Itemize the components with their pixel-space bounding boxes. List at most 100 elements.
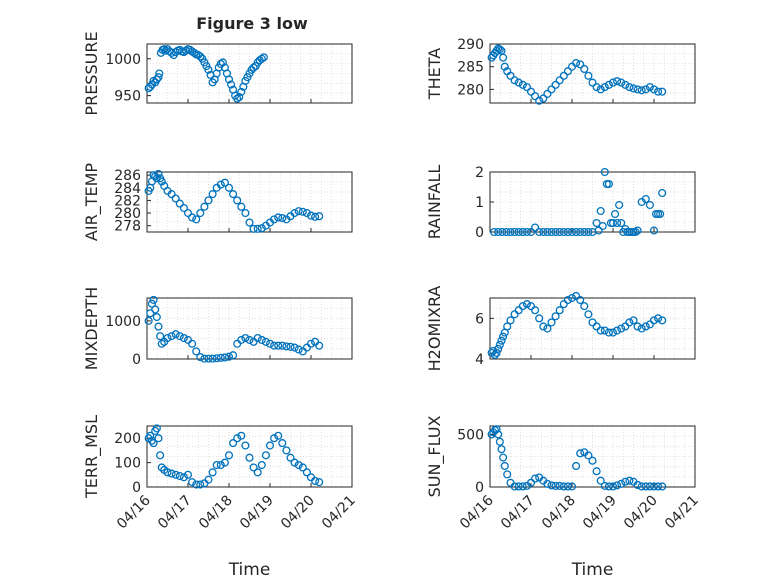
data-point: [188, 339, 197, 348]
data-point: [257, 460, 266, 470]
data-point: [510, 310, 519, 319]
data-point: [567, 293, 577, 303]
data-point: [494, 227, 503, 237]
data-point: [637, 482, 646, 491]
data-series: [487, 44, 667, 105]
data-point: [567, 227, 577, 237]
data-point: [294, 345, 303, 354]
data-point: [617, 479, 626, 488]
y-tick-label: 285: [457, 60, 484, 76]
y-tick-label: 290: [457, 37, 484, 53]
data-point: [497, 336, 506, 345]
data-point: [535, 314, 544, 323]
data-point: [559, 300, 568, 309]
data-point: [235, 93, 244, 102]
y-tick-label: 1000: [105, 314, 141, 330]
data-point: [658, 188, 667, 198]
data-point: [241, 209, 250, 218]
data-point: [613, 481, 622, 490]
data-point: [576, 449, 585, 458]
data-point: [658, 316, 667, 325]
axes-frame: [146, 425, 353, 488]
data-point: [576, 227, 585, 237]
x-tick-label: 04/16: [457, 492, 497, 532]
y-tick-label: 280: [114, 206, 141, 222]
data-point: [204, 65, 213, 74]
data-point: [253, 468, 262, 477]
data-point: [502, 227, 511, 237]
data-point: [645, 320, 654, 329]
data-point: [535, 96, 544, 105]
data-point: [510, 227, 519, 237]
data-point: [592, 322, 601, 331]
data-point: [175, 199, 184, 208]
data-point: [604, 80, 613, 89]
data-point: [253, 333, 262, 343]
data-point: [641, 322, 650, 331]
data-point: [588, 78, 597, 87]
y-axis-label: TERR_MSL: [82, 415, 102, 499]
y-tick-label: 200: [114, 431, 141, 447]
data-point: [495, 437, 504, 446]
data-point: [580, 302, 589, 311]
data-point: [302, 343, 311, 352]
x-tick-label: 04/17: [155, 493, 195, 533]
data-point: [208, 468, 217, 477]
data-point: [621, 477, 630, 486]
data-point: [514, 78, 523, 87]
y-tick-label: 4: [475, 352, 484, 368]
data-point: [306, 339, 316, 348]
data-point: [592, 467, 601, 476]
data-point: [503, 470, 512, 479]
data-point: [224, 75, 234, 84]
data-point: [494, 430, 503, 439]
data-point: [522, 300, 531, 309]
data-point: [645, 83, 654, 92]
data-point: [551, 80, 560, 89]
data-point: [531, 223, 540, 232]
x-tick-label: 04/20: [621, 493, 661, 533]
grid-lines: [147, 298, 352, 359]
data-point: [490, 227, 499, 237]
axes-frame: [489, 297, 696, 360]
data-point: [282, 342, 291, 351]
y-tick-label: 278: [114, 219, 141, 235]
data-point: [656, 209, 665, 219]
data-point: [149, 295, 158, 304]
data-point: [249, 463, 258, 472]
data-point: [649, 85, 659, 94]
data-point: [249, 224, 258, 233]
data-point: [144, 316, 153, 325]
x-tick-label: 04/17: [498, 493, 538, 533]
data-point: [290, 458, 299, 467]
data-point: [596, 85, 605, 94]
data-point: [584, 71, 593, 80]
y-axis-label: H2OMIXRA: [425, 286, 444, 372]
data-point: [278, 341, 287, 350]
data-point: [156, 332, 165, 341]
data-point: [146, 431, 155, 440]
data-point: [229, 190, 238, 199]
data-point: [514, 306, 523, 315]
data-point: [551, 312, 560, 321]
data-point: [216, 353, 225, 362]
data-point: [514, 227, 523, 237]
y-tick-label: 950: [114, 89, 141, 105]
data-point: [555, 76, 564, 85]
axes-frame: [146, 297, 353, 360]
data-point: [596, 326, 605, 335]
y-tick-label: 100: [114, 456, 141, 472]
grid-lines: [490, 426, 695, 487]
data-series: [144, 424, 324, 489]
data-point: [492, 348, 501, 357]
y-axis-label: SUN_FLUX: [425, 416, 445, 498]
data-point: [594, 226, 603, 235]
data-point: [233, 94, 242, 103]
data-point: [196, 480, 205, 489]
data-point: [229, 439, 238, 448]
data-point: [149, 439, 158, 448]
data-point: [241, 333, 250, 343]
data-point: [171, 470, 180, 479]
data-point: [535, 227, 544, 237]
